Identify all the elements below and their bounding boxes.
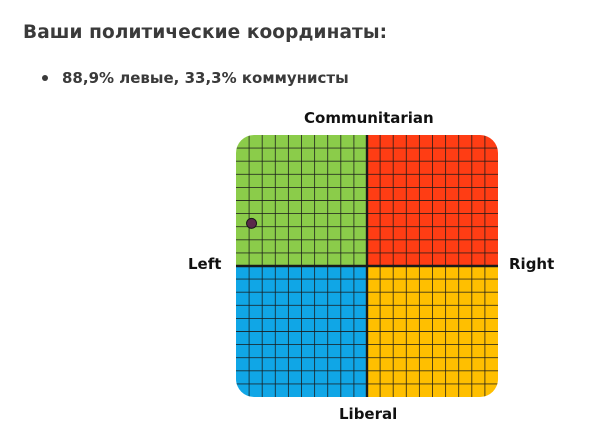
compass-grid bbox=[236, 135, 498, 397]
axis-label-top: Communitarian bbox=[304, 109, 434, 127]
position-marker bbox=[246, 217, 258, 229]
results-list: 88,9% левые, 33,3% коммунисты bbox=[42, 69, 349, 87]
list-item: 88,9% левые, 33,3% коммунисты bbox=[42, 69, 349, 87]
page-title: Ваши политические координаты: bbox=[23, 22, 388, 43]
bullet-icon bbox=[42, 75, 48, 81]
result-text: 88,9% левые, 33,3% коммунисты bbox=[62, 69, 349, 87]
axis-label-bottom: Liberal bbox=[339, 405, 398, 423]
axis-label-right: Right bbox=[509, 255, 555, 273]
axis-label-left: Left bbox=[188, 255, 222, 273]
grid-lines bbox=[236, 135, 498, 397]
